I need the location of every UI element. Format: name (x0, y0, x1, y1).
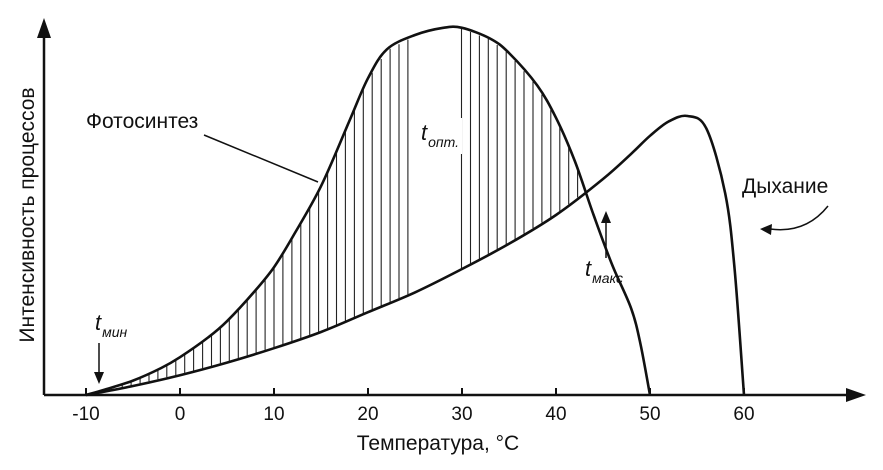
photosynthesis-leader-line (203, 134, 319, 183)
t-min-symbol: t (95, 310, 102, 335)
x-axis-label: Температура, °C (357, 432, 519, 455)
x-tick-label: 0 (175, 404, 186, 425)
svg-text:tопт.: tопт. (421, 120, 459, 150)
respiration-curve (85, 114, 746, 397)
svg-text:tмин: tмин (95, 310, 128, 340)
hatch-region (121, 28, 579, 388)
t-opt-symbol: t (421, 120, 428, 145)
x-tick-label: -10 (72, 404, 99, 425)
y-axis-label: Интенсивность процессов (16, 87, 39, 342)
t-max-symbol: t (585, 256, 592, 281)
t-min-arrow-icon (94, 372, 104, 384)
x-tick-label: 10 (263, 404, 284, 425)
svg-text:tмакс: tмакс (585, 256, 623, 286)
t-max-subscript: макс (592, 270, 623, 286)
t-max-arrow-icon (601, 211, 611, 223)
t-max-annotation: tмакс (585, 211, 623, 286)
x-tick-label: 20 (357, 404, 378, 425)
curves (85, 25, 746, 397)
x-tick-label: 30 (451, 404, 472, 425)
photosynthesis-label: Фотосинтез (86, 110, 198, 133)
x-axis-arrow-icon (846, 388, 866, 402)
y-axis-arrow-icon (37, 18, 51, 38)
x-tick-label: 40 (545, 404, 566, 425)
x-tick-label: 50 (639, 404, 660, 425)
respiration-leader-arrow (769, 205, 829, 231)
respiration-label: Дыхание (742, 175, 828, 198)
x-ticks: -10 0 10 20 30 40 50 60 (72, 388, 755, 425)
photosynthesis-curve (85, 25, 652, 397)
t-opt-subscript: опт. (428, 134, 459, 150)
t-min-subscript: мин (102, 324, 127, 340)
t-opt-annotation: tопт. (418, 118, 462, 154)
respiration-arrow-icon (760, 224, 772, 235)
x-tick-label: 60 (733, 404, 754, 425)
t-min-annotation: tмин (94, 310, 128, 384)
